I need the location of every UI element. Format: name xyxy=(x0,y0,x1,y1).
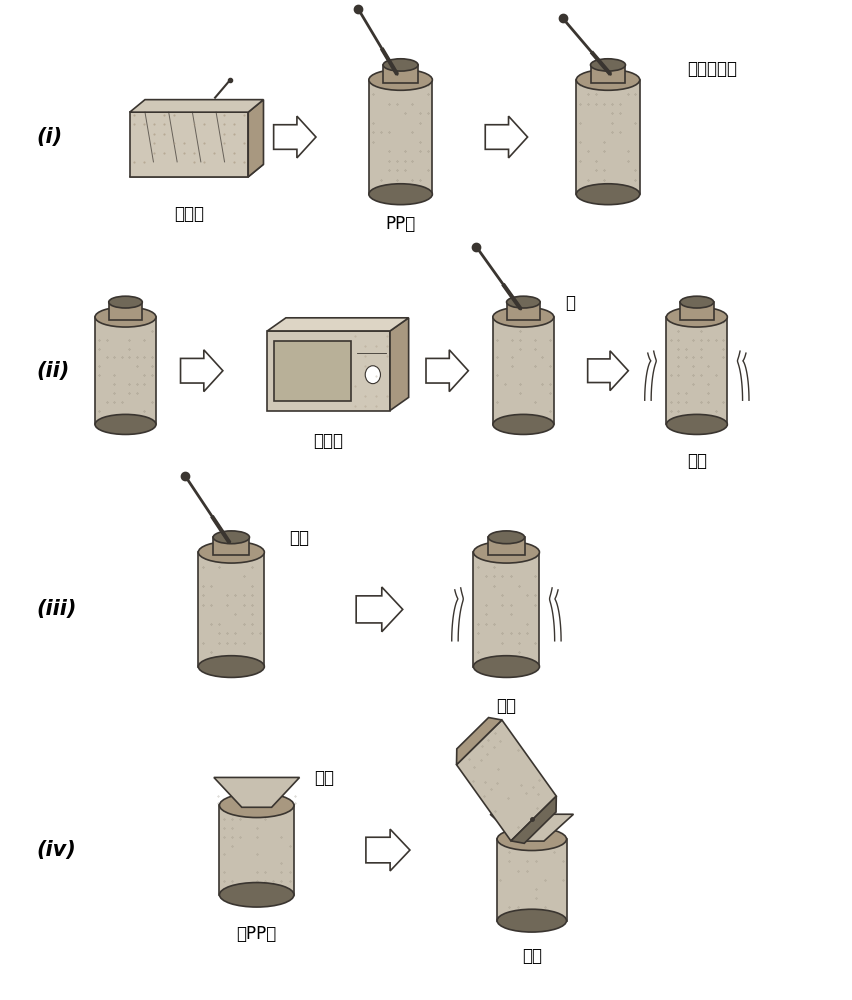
Ellipse shape xyxy=(474,656,539,677)
Polygon shape xyxy=(268,318,409,331)
FancyBboxPatch shape xyxy=(369,80,432,194)
Ellipse shape xyxy=(95,414,156,434)
Polygon shape xyxy=(511,796,556,843)
FancyBboxPatch shape xyxy=(109,302,142,320)
FancyBboxPatch shape xyxy=(268,331,390,410)
Ellipse shape xyxy=(474,541,539,563)
Polygon shape xyxy=(214,777,300,807)
Text: (iii): (iii) xyxy=(37,599,77,619)
Ellipse shape xyxy=(507,296,540,308)
Polygon shape xyxy=(390,318,409,410)
Polygon shape xyxy=(588,351,628,391)
Text: 振荡: 振荡 xyxy=(687,452,707,470)
Ellipse shape xyxy=(576,184,640,205)
Text: 过滤: 过滤 xyxy=(521,948,542,966)
Text: 新PP瓶: 新PP瓶 xyxy=(237,925,277,943)
Ellipse shape xyxy=(497,909,567,932)
Polygon shape xyxy=(356,587,403,632)
FancyBboxPatch shape xyxy=(488,537,525,555)
Ellipse shape xyxy=(492,307,554,327)
Ellipse shape xyxy=(95,307,156,327)
FancyBboxPatch shape xyxy=(383,65,418,83)
Polygon shape xyxy=(490,814,573,841)
Text: 盐酸: 盐酸 xyxy=(289,529,309,547)
Polygon shape xyxy=(366,829,410,871)
Polygon shape xyxy=(181,350,223,392)
Text: 振荡: 振荡 xyxy=(497,697,516,715)
Ellipse shape xyxy=(492,414,554,434)
Ellipse shape xyxy=(220,793,294,818)
Ellipse shape xyxy=(383,59,418,71)
FancyBboxPatch shape xyxy=(95,317,156,424)
FancyBboxPatch shape xyxy=(130,112,248,177)
Text: 离子交换水: 离子交换水 xyxy=(687,60,737,78)
FancyBboxPatch shape xyxy=(497,839,567,921)
Ellipse shape xyxy=(680,296,714,308)
Polygon shape xyxy=(426,350,469,392)
Ellipse shape xyxy=(497,828,567,851)
FancyBboxPatch shape xyxy=(680,302,714,320)
Text: 滤纸: 滤纸 xyxy=(314,769,334,787)
Ellipse shape xyxy=(213,531,250,544)
FancyBboxPatch shape xyxy=(213,537,250,555)
FancyBboxPatch shape xyxy=(274,341,351,401)
Polygon shape xyxy=(130,100,263,112)
Ellipse shape xyxy=(488,531,525,544)
Polygon shape xyxy=(273,116,316,158)
Text: (i): (i) xyxy=(37,127,63,147)
Ellipse shape xyxy=(590,59,625,71)
Text: PP瓶: PP瓶 xyxy=(385,215,416,233)
Ellipse shape xyxy=(576,69,640,90)
Ellipse shape xyxy=(666,414,728,434)
Text: (ii): (ii) xyxy=(37,361,70,381)
FancyBboxPatch shape xyxy=(666,317,728,424)
Ellipse shape xyxy=(109,296,142,308)
FancyBboxPatch shape xyxy=(507,302,540,320)
Ellipse shape xyxy=(666,307,728,327)
Ellipse shape xyxy=(199,656,264,677)
Ellipse shape xyxy=(199,541,264,563)
FancyBboxPatch shape xyxy=(220,805,294,895)
FancyBboxPatch shape xyxy=(199,552,264,667)
Polygon shape xyxy=(248,100,263,177)
Polygon shape xyxy=(457,718,502,765)
Ellipse shape xyxy=(369,69,432,90)
FancyBboxPatch shape xyxy=(590,65,625,83)
Text: 酶: 酶 xyxy=(566,294,576,312)
Ellipse shape xyxy=(220,883,294,907)
Text: (iv): (iv) xyxy=(37,840,77,860)
Ellipse shape xyxy=(369,184,432,205)
FancyBboxPatch shape xyxy=(576,80,640,194)
Polygon shape xyxy=(457,720,556,841)
Circle shape xyxy=(366,366,381,384)
Text: 微波炉: 微波炉 xyxy=(314,432,343,450)
Text: 粗粉碎: 粗粉碎 xyxy=(174,205,204,223)
Polygon shape xyxy=(486,116,527,158)
FancyBboxPatch shape xyxy=(492,317,554,424)
Polygon shape xyxy=(130,164,263,177)
FancyBboxPatch shape xyxy=(474,552,539,667)
